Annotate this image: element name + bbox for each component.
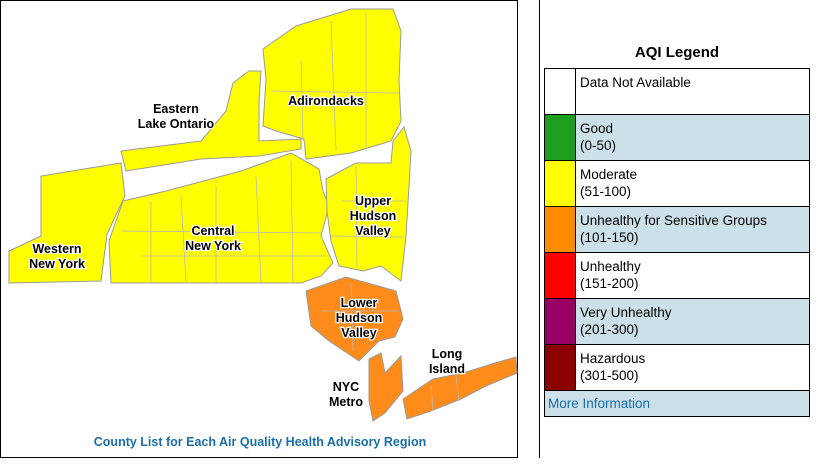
ny-region-map: Western New York Eastern Lake Ontario Adir… <box>8 8 518 422</box>
legend-row-data-not-available: Data Not Available <box>545 69 809 115</box>
legend-swatch <box>545 161 576 206</box>
region-lower-hudson-valley[interactable] <box>305 276 404 362</box>
legend-swatch <box>545 299 576 344</box>
region-long-island[interactable] <box>402 356 518 420</box>
legend-title: AQI Legend <box>634 44 720 61</box>
label-nyc-metro: NYC Metro <box>329 380 363 409</box>
label-long-island: Long Island <box>429 347 465 376</box>
region-western-new-york[interactable] <box>8 162 126 284</box>
legend-range: (51-100) <box>580 184 632 199</box>
region-nyc-metro[interactable] <box>368 352 404 422</box>
legend-label: Hazardous <box>580 351 646 366</box>
legend-label: Good <box>580 121 614 136</box>
region-eastern-lake-ontario[interactable] <box>120 70 302 172</box>
legend-label: Unhealthy for Sensitive Groups <box>580 213 767 228</box>
label-western-new-york: Western New York <box>29 242 85 271</box>
label-lower-hudson-valley: Lower Hudson Valley <box>336 296 383 340</box>
legend-swatch <box>545 207 576 252</box>
label-upper-hudson-valley: Upper Hudson Valley <box>350 194 397 238</box>
more-information-link[interactable]: More Information <box>544 391 810 417</box>
label-eastern-lake-ontario: Eastern Lake Ontario <box>138 102 215 131</box>
legend-range: (0-50) <box>580 138 617 153</box>
panel-divider <box>539 0 540 458</box>
aqi-map-panel: Western New York Eastern Lake Ontario Adir… <box>0 0 518 458</box>
label-adirondacks: Adirondacks <box>288 94 364 108</box>
legend-row-usg: Unhealthy for Sensitive Groups (101-150) <box>545 207 809 253</box>
legend-row-hazardous: Hazardous (301-500) <box>545 345 809 391</box>
county-list-link[interactable]: County List for Each Air Quality Health … <box>93 435 427 449</box>
legend-range: (151-200) <box>580 276 639 291</box>
legend-table: Data Not Available Good (0-50) Moderate (5… <box>544 68 810 391</box>
legend-swatch <box>545 115 576 160</box>
region-upper-hudson-valley[interactable] <box>325 125 412 282</box>
legend-row-good: Good (0-50) <box>545 115 809 161</box>
legend-label: Unhealthy <box>580 259 641 274</box>
legend-row-moderate: Moderate (51-100) <box>545 161 809 207</box>
legend-row-very-unhealthy: Very Unhealthy (201-300) <box>545 299 809 345</box>
legend-row-unhealthy: Unhealthy (151-200) <box>545 253 809 299</box>
legend-label: Moderate <box>580 167 638 182</box>
legend-label: Very Unhealthy <box>580 305 672 320</box>
legend-swatch <box>545 345 576 390</box>
region-adirondacks[interactable] <box>262 8 402 160</box>
legend-range: (201-300) <box>580 322 639 337</box>
legend-range: (301-500) <box>580 368 639 383</box>
region-labels: Western New York Eastern Lake Ontario Adir… <box>28 93 466 411</box>
label-central-new-york: Central New York <box>185 224 241 253</box>
legend-range: (101-150) <box>580 230 639 245</box>
legend-label: Data Not Available <box>580 75 691 90</box>
legend-swatch <box>545 253 576 298</box>
region-central-new-york[interactable] <box>108 152 334 284</box>
legend-swatch <box>545 69 576 114</box>
aqi-legend: AQI Legend Data Not Available Good (0-50)… <box>544 42 810 417</box>
